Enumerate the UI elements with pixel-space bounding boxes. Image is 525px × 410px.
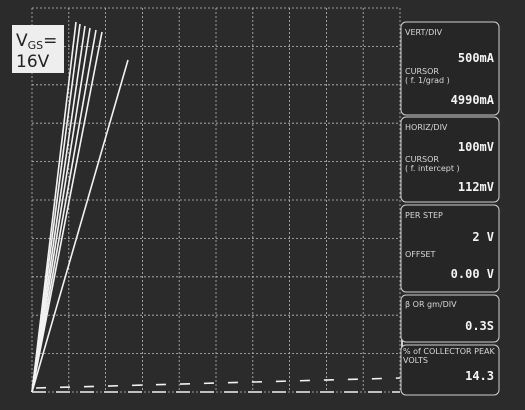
curve-tracer-screen: VGS= 16V VERT/DIV 500mA CURSOR ( f. 1/gr… <box>0 0 525 410</box>
panel-subtitle: OFFSET <box>405 250 435 259</box>
readout-panels: VERT/DIV 500mA CURSOR ( f. 1/grad ) 4990… <box>401 22 499 395</box>
panel-title: VERT/DIV <box>405 28 443 37</box>
panel-subvalue: 4990mA <box>451 93 495 107</box>
panel-title: β OR gm/DIV <box>405 300 457 309</box>
label-equals: = <box>43 31 57 51</box>
panel-subtitle: CURSOR <box>405 67 439 76</box>
panel-title: HORIZ/DIV <box>405 123 448 132</box>
panel-value: 14.3 <box>465 369 494 383</box>
panel-title: % of COLLECTOR PEAK VOLTS <box>403 347 497 365</box>
panel-value: 0.3S <box>465 319 494 333</box>
label-value: 16V <box>16 52 50 72</box>
panel-value: 500mA <box>458 51 495 65</box>
trace-label: VGS= 16V <box>12 25 64 73</box>
panel-title: PER STEP <box>405 211 443 220</box>
label-subscript: GS <box>28 39 44 52</box>
panel-subvalue: 0.00 V <box>451 267 494 281</box>
panel-note: ( f. 1/grad ) <box>405 76 450 85</box>
panel-title-box: % of COLLECTOR PEAK VOLTS <box>403 347 497 371</box>
label-symbol: V <box>16 31 28 51</box>
panel-note: ( f. intercept ) <box>405 164 460 173</box>
panel-value: 2 V <box>472 230 494 244</box>
panel-value: 100mV <box>458 140 494 154</box>
panel-subtitle: CURSOR <box>405 155 439 164</box>
panel-subvalue: 112mV <box>458 180 494 194</box>
